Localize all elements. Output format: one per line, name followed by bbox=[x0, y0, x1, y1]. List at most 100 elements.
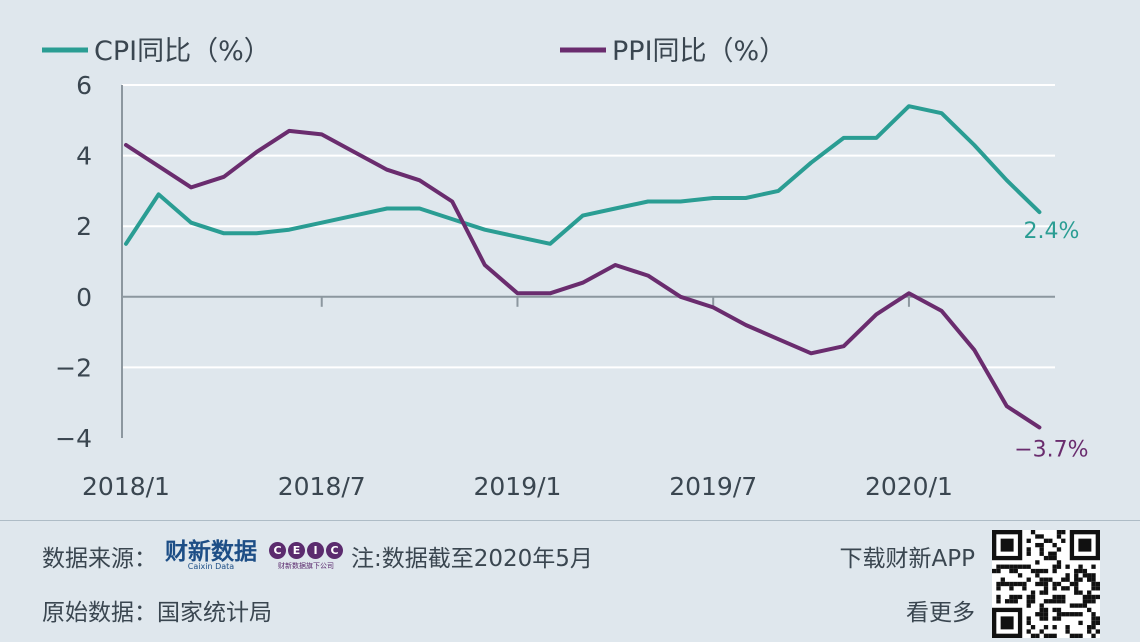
qr-module bbox=[1039, 542, 1044, 548]
see-more-text[interactable]: 看更多 bbox=[906, 600, 975, 626]
qr-module bbox=[1026, 616, 1031, 621]
qr-module bbox=[1095, 586, 1100, 591]
qr-finder bbox=[1000, 616, 1014, 630]
x-tick-label: 2018/7 bbox=[278, 472, 366, 501]
qr-module bbox=[1048, 633, 1053, 638]
qr-module bbox=[996, 594, 1001, 600]
qr-module bbox=[1052, 586, 1057, 591]
qr-module bbox=[1009, 568, 1014, 574]
qr-module bbox=[1048, 599, 1053, 604]
qr-module bbox=[1052, 564, 1057, 569]
qr-module bbox=[1026, 564, 1031, 569]
ceic-letter: C bbox=[269, 541, 286, 559]
qr-module bbox=[1078, 620, 1083, 626]
qr-module bbox=[1082, 599, 1088, 604]
qr-module bbox=[1030, 568, 1036, 574]
qr-module bbox=[1017, 573, 1023, 578]
qr-module bbox=[1078, 633, 1083, 638]
qr-module bbox=[1009, 581, 1014, 587]
qr-module bbox=[1052, 599, 1057, 604]
qr-module bbox=[1017, 594, 1023, 600]
ceic-letter: I bbox=[307, 541, 324, 559]
qr-module bbox=[1082, 603, 1088, 608]
legend-label: CPI同比（%） bbox=[94, 36, 271, 67]
qr-module bbox=[1004, 564, 1010, 569]
qr-module bbox=[1043, 607, 1049, 613]
qr-module bbox=[1039, 629, 1044, 634]
qr-module bbox=[1026, 603, 1031, 608]
end-value-label: −3.7% bbox=[1014, 437, 1088, 462]
qr-module bbox=[1013, 568, 1018, 574]
qr-module bbox=[1056, 534, 1062, 539]
qr-module bbox=[1043, 599, 1049, 604]
qr-module bbox=[1056, 599, 1062, 604]
qr-module bbox=[1074, 586, 1079, 591]
qr-module bbox=[1000, 577, 1005, 582]
qr-module bbox=[1061, 612, 1066, 617]
qr-module bbox=[1091, 586, 1096, 591]
qr-module bbox=[1052, 555, 1057, 561]
qr-module bbox=[1061, 586, 1066, 591]
qr-module bbox=[1035, 542, 1040, 548]
end-value-label: 2.4% bbox=[1023, 219, 1079, 244]
qr-module bbox=[1091, 594, 1096, 600]
caixin-data-logo: 财新数据 Caixin Data bbox=[165, 541, 257, 571]
qr-module bbox=[1091, 564, 1096, 569]
end-labels: 2.4% −3.7% bbox=[1014, 219, 1088, 462]
qr-module bbox=[1009, 564, 1014, 569]
qr-module bbox=[1030, 599, 1036, 604]
qr-module bbox=[1026, 594, 1031, 600]
qr-module bbox=[1082, 568, 1088, 574]
qr-module bbox=[1074, 612, 1079, 617]
series-lines bbox=[124, 104, 1042, 430]
qr-module bbox=[1009, 599, 1014, 604]
qr-module bbox=[1095, 629, 1100, 634]
qr-module bbox=[1026, 538, 1031, 543]
qr-module bbox=[1035, 560, 1040, 565]
qr-module bbox=[1087, 590, 1092, 595]
qr-module bbox=[1035, 633, 1040, 638]
qr-module bbox=[1043, 625, 1049, 630]
qr-module bbox=[1052, 607, 1057, 613]
series-line bbox=[124, 104, 1042, 246]
qr-module bbox=[1074, 633, 1079, 638]
qr-module bbox=[1056, 612, 1062, 617]
y-tick-label: 0 bbox=[76, 283, 92, 312]
qr-module bbox=[1043, 633, 1049, 638]
qr-module bbox=[1087, 607, 1092, 613]
qr-module bbox=[1030, 633, 1036, 638]
qr-module bbox=[1052, 551, 1057, 556]
qr-module bbox=[1026, 629, 1031, 634]
x-tick-label: 2018/1 bbox=[82, 472, 170, 501]
qr-module bbox=[1000, 581, 1005, 587]
gridlines bbox=[122, 84, 1055, 369]
qr-module bbox=[1074, 590, 1079, 595]
qr-module bbox=[1069, 633, 1075, 638]
qr-module bbox=[1039, 551, 1044, 556]
qr-module bbox=[1078, 612, 1083, 617]
qr-module bbox=[1056, 616, 1062, 621]
qr-module bbox=[1078, 603, 1083, 608]
qr-module bbox=[1074, 603, 1079, 608]
download-app-text[interactable]: 下载财新APP bbox=[839, 546, 975, 572]
qr-module bbox=[1065, 629, 1070, 634]
qr-module bbox=[1087, 594, 1092, 600]
qr-module bbox=[1026, 551, 1031, 556]
qr-module bbox=[1026, 577, 1031, 582]
line-chart: CPI同比（%） PPI同比（%） 6 4 2 0 −2 −4 2018/1 2018/7 201… bbox=[42, 36, 1089, 501]
y-tick-label: 4 bbox=[76, 142, 92, 171]
qr-module bbox=[1061, 577, 1066, 582]
x-tick-label: 2020/1 bbox=[865, 472, 953, 501]
qr-module bbox=[1043, 555, 1049, 561]
qr-module bbox=[1082, 594, 1088, 600]
qr-module bbox=[1048, 538, 1053, 543]
qr-module bbox=[1065, 612, 1070, 617]
qr-code-icon[interactable] bbox=[992, 530, 1100, 638]
series-line bbox=[124, 128, 1042, 430]
qr-module bbox=[1039, 616, 1044, 621]
qr-module bbox=[1013, 594, 1018, 600]
qr-module bbox=[996, 586, 1001, 591]
qr-module bbox=[1078, 590, 1083, 595]
